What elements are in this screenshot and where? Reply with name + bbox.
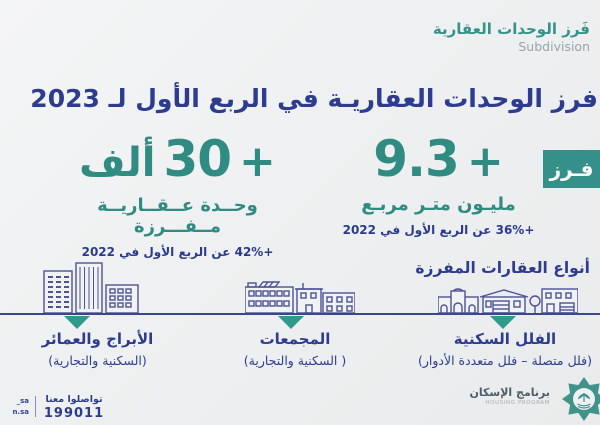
category-villas: الفلل السكنية (فلل متصلة – فلل متعددة ال… [398,330,600,368]
category-complexes: المجمعات ( السكنية والتجارية) [200,330,390,368]
towers-illustration-icon [43,262,139,313]
social-handles: _sa n.sa [1,396,29,417]
stat-units-value-row: ألف 30 + [55,130,300,192]
arrow-down-icon [490,316,516,329]
stat-area: 9.3 + مليـون متـر مربـع +36% عن الربع ال… [341,130,536,237]
stat-area-label: مليـون متـر مربـع [361,194,516,215]
footer-divider [35,396,36,417]
brand-title-english: Subdivision [518,38,590,54]
contact-label: تواصلوا معنا [45,394,103,405]
category-subtitle: (السكنية والتجارية) [48,352,147,368]
housing-program-emblem-icon [562,377,600,421]
section-title: أنواع العقارات المفرزة [415,259,590,277]
arrow-down-icon [278,316,304,329]
stat-units-label: وحــدة عــقــاريــة مــفـــرزة [97,195,258,237]
category-subtitle: (فلل متصلة – فلل متعددة الأدوار) [417,352,593,368]
stat-area-value-row: 9.3 + [341,130,536,191]
stat-area-comparison: +36% عن الربع الأول في 2022 [342,223,535,237]
page-title: فرز الوحدات العقاريـة في الربع الأول لـ … [30,84,598,113]
category-name: الفلل السكنية [453,330,557,348]
contact-block: تواصلوا معنا 199011 [43,394,105,421]
category-towers: الأبراج والعمائر (السكنية والتجارية) [5,330,190,368]
baseline-rule [0,313,600,315]
program-name-english: HOUSING PROGRAM [485,400,550,406]
stat-units: ألف 30 + وحــدة عــقــاريــة مــفـــرزة … [55,130,300,259]
villas-illustration-icon [438,288,578,313]
stat-area-plus: + [466,136,504,187]
social-handle-1: _sa [16,397,29,405]
stat-units-plus: + [239,136,276,187]
stat-units-word: ألف [79,140,156,186]
stat-units-comparison: +42% عن الربع الأول في 2022 [81,245,274,259]
stat-area-value: 9.3 [373,130,460,188]
contact-number: 199011 [43,406,105,421]
complexes-illustration-icon [245,281,355,313]
category-name: الأبراج والعمائر [41,330,154,348]
farz-badge: فـرز [543,150,600,188]
brand-block: فَرز الوحدات العقارية Subdivision [433,20,590,55]
category-name: المجمعات [259,330,331,348]
housing-program-logo: برنامج الإسكان HOUSING PROGRAM [470,386,551,406]
stat-units-value: 30 [163,130,232,188]
arrow-down-icon [64,316,90,329]
category-subtitle: ( السكنية والتجارية) [243,352,347,368]
brand-title-arabic: فَرز الوحدات العقارية [432,20,590,38]
social-handle-2: n.sa [12,407,29,416]
program-name-arabic: برنامج الإسكان [469,386,551,399]
